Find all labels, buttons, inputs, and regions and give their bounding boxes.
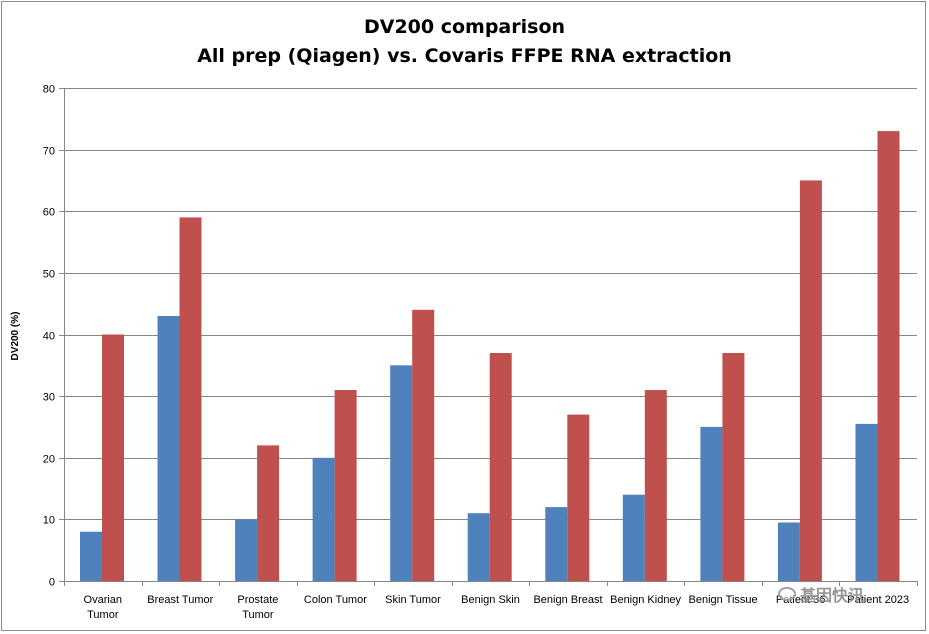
y-tick-label: 0: [49, 577, 55, 589]
y-tick-label: 70: [43, 146, 55, 158]
x-category-label: Breast Tumor: [147, 594, 213, 606]
y-tick-label: 30: [43, 392, 55, 404]
wechat-icon: [778, 587, 796, 601]
x-category-label: Skin Tumor: [385, 594, 441, 606]
y-tick-label: 60: [43, 207, 55, 219]
bar-series-2: [722, 353, 745, 581]
watermark-text: 基因快讯: [800, 588, 865, 605]
bar-series-2: [257, 445, 280, 581]
x-category-label: Prostate Tumor: [237, 594, 278, 621]
watermark: 基因快讯: [778, 582, 908, 606]
bar-series-1: [80, 531, 102, 581]
x-category-label: Benign Skin: [461, 594, 520, 606]
x-category-label: Patient 2023: [847, 594, 909, 606]
x-category-label: Benign Breast: [533, 594, 602, 606]
y-tick-label: 10: [43, 515, 55, 527]
bar-series-1: [235, 519, 258, 581]
y-tick-label: 80: [43, 84, 55, 96]
bar-series-1: [312, 457, 335, 582]
bar-series-1: [700, 426, 723, 581]
y-tick-label: 50: [43, 269, 55, 281]
bar-series-2: [799, 180, 822, 581]
y-tick-label: 40: [43, 331, 55, 343]
bar-series-2: [877, 131, 900, 581]
bar-series-2: [567, 414, 590, 581]
bar-series-1: [390, 365, 413, 581]
bar-series-1: [467, 513, 490, 581]
chart-subtitle: All prep (Qiagen) vs. Covaris FFPE RNA e…: [197, 45, 732, 67]
bar-series-2: [489, 353, 512, 581]
chart-title: DV200 comparison: [363, 16, 566, 38]
bar-series-2: [334, 390, 357, 581]
x-category-label: Colon Tumor: [304, 594, 367, 606]
y-tick-label: 20: [43, 454, 55, 466]
x-category-label: Benign Kidney: [610, 594, 681, 606]
bar-series-1: [545, 507, 568, 581]
bar-series-1: [622, 494, 645, 581]
bar-series-2: [179, 217, 202, 581]
bar-series-2: [412, 309, 435, 581]
x-category-label: Ovarian Tumor: [84, 594, 123, 621]
bar-series-1: [855, 423, 878, 581]
bar-series-2: [644, 390, 667, 581]
bar-series-1: [157, 316, 180, 581]
x-category-label: Benign Tissue: [689, 594, 758, 606]
bar-series-2: [102, 334, 124, 581]
bar-series-1: [777, 522, 800, 581]
